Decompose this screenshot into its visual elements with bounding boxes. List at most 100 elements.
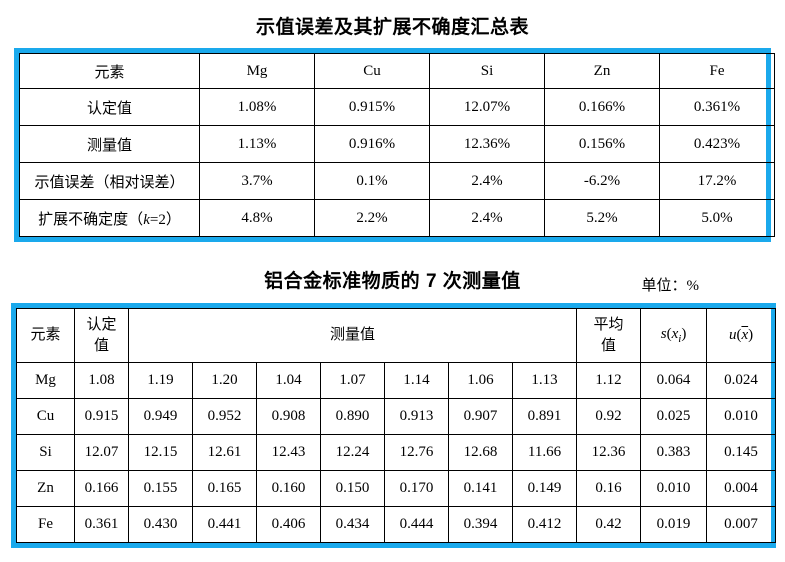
header-line: 认定 [86,317,117,334]
cell: 0.915% [314,88,430,126]
label-text: =2） [149,211,181,228]
cell: 12.68 [448,434,513,471]
table2-header-row: 元素 认定值 测量值 平均值 s(xi) u(x) [16,308,777,363]
mean-cell: 0.16 [576,470,642,507]
element-cell: Mg [16,362,75,399]
mean-cell: 0.42 [576,506,642,543]
table2-header-measured: 测量值 [127,308,578,363]
table2-title: 铝合金标准物质的 7 次测量值 [264,271,521,292]
row-label: 测量值 [19,125,200,163]
cell: 3.7% [199,162,315,200]
uncertainty-cell: 0.145 [706,434,777,471]
stddev-cell: 0.010 [640,470,708,507]
cell: 0.394 [448,506,513,543]
cell: 12.07% [429,88,545,126]
cell: 0.170 [384,470,449,507]
cell: 0.908 [256,398,321,435]
table2-header-stddev: s(xi) [640,308,708,363]
cell: 0.949 [128,398,193,435]
table-row-zn: Zn 0.166 0.155 0.165 0.160 0.150 0.170 0… [16,470,777,507]
cell: 1.06 [448,362,513,399]
x-symbol: x [671,325,679,342]
cell: 0.166% [544,88,660,126]
table1-header-row: 元素 Mg Cu Si Zn Fe [19,53,775,89]
element-cell: Cu [16,398,75,435]
cell: 0.155 [128,470,193,507]
header-line: 值 [601,337,617,354]
document-page: 示值误差及其扩展不确度汇总表 元素 Mg Cu Si Zn Fe 认定值 [0,17,785,548]
cell: 11.66 [511,434,578,471]
cell: 0.160 [256,470,321,507]
cell: 12.36% [429,125,545,163]
table-row-fe: Fe 0.361 0.430 0.441 0.406 0.434 0.444 0… [16,506,777,543]
paren: ) [748,326,754,343]
table-row-measured: 测量值 1.13% 0.916% 12.36% 0.156% 0.423% [19,125,775,163]
cell: 0.165 [192,470,257,507]
mean-cell: 12.36 [576,434,642,471]
cell: 1.04 [256,362,321,399]
cell: 2.4% [429,162,545,200]
table2-header-uncertainty: u(x) [706,308,777,363]
cell: 0.444 [384,506,449,543]
element-cell: Si [16,434,75,471]
table-row-mg: Mg 1.08 1.19 1.20 1.04 1.07 1.14 1.06 1.… [16,362,777,399]
certified-cell: 0.166 [74,470,129,507]
table-row-indication-error: 示值误差（相对误差） 3.7% 0.1% 2.4% -6.2% 17.2% [19,162,775,200]
cell: 12.61 [192,434,257,471]
table-row-cu: Cu 0.915 0.949 0.952 0.908 0.890 0.913 0… [16,398,777,435]
cell: 0.361% [659,88,775,126]
cell: 1.20 [192,362,257,399]
cell: 5.0% [659,199,775,237]
element-cell: Fe [16,506,75,543]
cell: 1.07 [320,362,385,399]
cell: 0.141 [448,470,513,507]
table2-title-row: 铝合金标准物质的 7 次测量值 单位：% [0,268,785,296]
cell: 0.156% [544,125,660,163]
paren: ( [736,326,742,343]
row-label: 扩展不确定度（k=2） [19,199,200,237]
cell: 12.15 [128,434,193,471]
cell: -6.2% [544,162,660,200]
cell: 12.43 [256,434,321,471]
xbar-symbol: x [741,326,749,343]
certified-cell: 0.915 [74,398,129,435]
cell: 0.434 [320,506,385,543]
certified-cell: 0.361 [74,506,129,543]
stddev-cell: 0.019 [640,506,708,543]
cell: 0.913 [384,398,449,435]
table1-title: 示值误差及其扩展不确度汇总表 [255,17,529,38]
cell: 1.19 [128,362,193,399]
cell: 0.149 [511,470,578,507]
table1-selection-frame: 元素 Mg Cu Si Zn Fe 认定值 1.08% 0.915% 12.07… [14,48,775,242]
cell: 5.2% [544,199,660,237]
stddev-cell: 0.025 [640,398,708,435]
cell: 2.2% [314,199,430,237]
table1-header-element: 元素 [19,53,200,89]
uncertainty-cell: 0.007 [706,506,777,543]
unit-label: 单位：% [641,278,700,294]
paren: ) [681,325,687,342]
cell: 0.430 [128,506,193,543]
cell: 0.150 [320,470,385,507]
table-row-expanded-uncertainty: 扩展不确定度（k=2） 4.8% 2.2% 2.4% 5.2% 5.0% [19,199,775,237]
uncertainty-cell: 0.024 [706,362,777,399]
cell: 0.890 [320,398,385,435]
cell: 1.13% [199,125,315,163]
cell: 0.1% [314,162,430,200]
cell: 0.907 [448,398,513,435]
measurements-table: 元素 认定值 测量值 平均值 s(xi) u(x) Mg 1.08 1.19 1… [16,308,777,543]
subscript-i: i [678,332,682,345]
mean-cell: 1.12 [576,362,642,399]
cell: 0.423% [659,125,775,163]
cell: 2.4% [429,199,545,237]
certified-cell: 12.07 [74,434,129,471]
cell: 4.8% [199,199,315,237]
table2-header-mean: 平均值 [576,308,642,363]
table1-header-cu: Cu [314,53,430,89]
s-symbol: s [660,325,667,342]
cell: 0.406 [256,506,321,543]
element-cell: Zn [16,470,75,507]
cell: 0.891 [511,398,578,435]
table2-header-element: 元素 [16,308,75,363]
cell: 1.14 [384,362,449,399]
